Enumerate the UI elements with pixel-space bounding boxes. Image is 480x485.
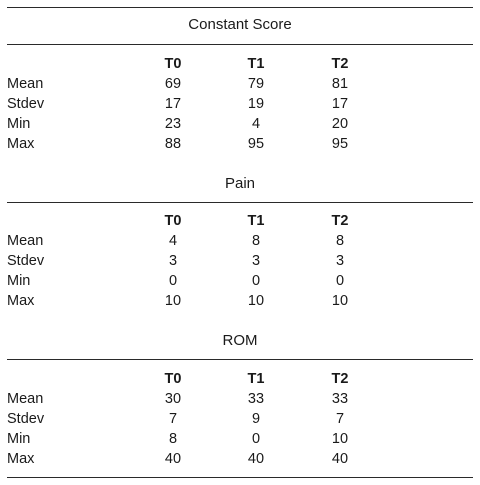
table-cell: 40 [331,451,349,467]
table-cell: 4 [168,233,178,249]
column-header: T1 [247,56,265,72]
table-cell: 23 [164,116,182,132]
table-cell: 88 [164,136,182,152]
table-cell: 7 [335,411,345,427]
section-title: Constant Score [188,16,292,33]
column-header: T0 [164,371,182,387]
table-cell: 7 [168,411,178,427]
row-label: Max [7,136,35,152]
column-header: T2 [331,56,349,72]
row-label: Min [7,273,31,289]
table-cell: 8 [168,431,178,447]
row-label: Min [7,116,31,132]
section-title: Pain [224,175,256,192]
table-cell: 4 [251,116,261,132]
table-cell: 17 [331,96,349,112]
table-cell: 20 [331,116,349,132]
row-label: Stdev [7,253,45,269]
rule-top [7,7,473,8]
table-cell: 0 [168,273,178,289]
row-label: Stdev [7,96,45,112]
table-cell: 40 [247,451,265,467]
column-header: T0 [164,213,182,229]
column-header: T1 [247,371,265,387]
table-cell: 10 [331,431,349,447]
row-label: Max [7,451,35,467]
table-cell: 95 [331,136,349,152]
table-cell: 17 [164,96,182,112]
table-cell: 3 [168,253,178,269]
rule-bottom [7,477,473,478]
table-cell: 10 [331,293,349,309]
table-cell: 79 [247,76,265,92]
table-cell: 0 [335,273,345,289]
column-header: T2 [331,371,349,387]
table-cell: 3 [335,253,345,269]
row-label: Mean [7,76,44,92]
table-cell: 8 [251,233,261,249]
column-header: T2 [331,213,349,229]
table-cell: 30 [164,391,182,407]
table-cell: 33 [331,391,349,407]
table-cell: 19 [247,96,265,112]
table-cell: 40 [164,451,182,467]
table-cell: 0 [251,431,261,447]
table-cell: 81 [331,76,349,92]
table-cell: 10 [164,293,182,309]
row-label: Stdev [7,411,45,427]
row-label: Max [7,293,35,309]
column-header: T0 [164,56,182,72]
table-cell: 0 [251,273,261,289]
section-title: ROM [222,332,258,349]
table-cell: 8 [335,233,345,249]
section-rule [7,359,473,360]
section-rule [7,202,473,203]
table-cell: 10 [247,293,265,309]
row-label: Mean [7,391,44,407]
row-label: Mean [7,233,44,249]
table-cell: 9 [251,411,261,427]
table-cell: 69 [164,76,182,92]
column-header: T1 [247,213,265,229]
table-cell: 95 [247,136,265,152]
row-label: Min [7,431,31,447]
section-rule [7,44,473,45]
table-cell: 3 [251,253,261,269]
table-cell: 33 [247,391,265,407]
